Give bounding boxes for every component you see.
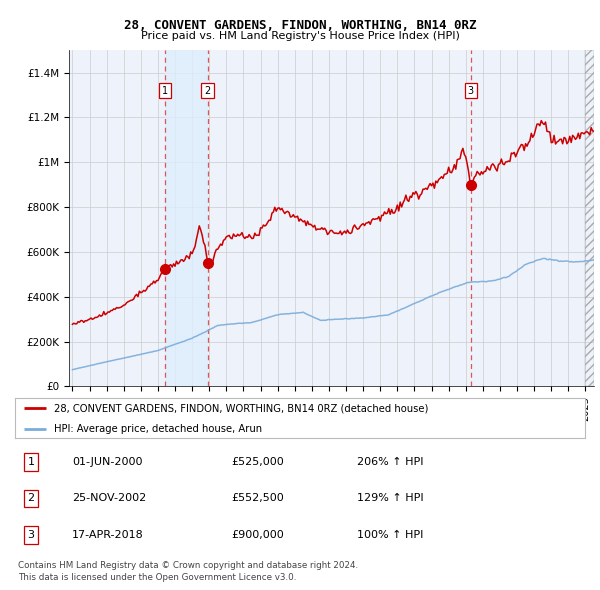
Text: 28, CONVENT GARDENS, FINDON, WORTHING, BN14 0RZ: 28, CONVENT GARDENS, FINDON, WORTHING, B…: [124, 19, 476, 32]
Text: £900,000: £900,000: [232, 530, 284, 540]
Text: HPI: Average price, detached house, Arun: HPI: Average price, detached house, Arun: [54, 424, 262, 434]
Text: 100% ↑ HPI: 100% ↑ HPI: [357, 530, 424, 540]
Text: Price paid vs. HM Land Registry's House Price Index (HPI): Price paid vs. HM Land Registry's House …: [140, 31, 460, 41]
Text: 206% ↑ HPI: 206% ↑ HPI: [357, 457, 424, 467]
Text: 1: 1: [162, 86, 168, 96]
Text: Contains HM Land Registry data © Crown copyright and database right 2024.: Contains HM Land Registry data © Crown c…: [18, 560, 358, 569]
Bar: [586, 50, 594, 386]
Text: 2: 2: [205, 86, 211, 96]
Text: 129% ↑ HPI: 129% ↑ HPI: [357, 493, 424, 503]
Text: 1: 1: [28, 457, 34, 467]
Text: 3: 3: [28, 530, 34, 540]
Text: 28, CONVENT GARDENS, FINDON, WORTHING, BN14 0RZ (detached house): 28, CONVENT GARDENS, FINDON, WORTHING, B…: [54, 404, 428, 414]
Text: 25-NOV-2002: 25-NOV-2002: [72, 493, 146, 503]
Text: 2: 2: [28, 493, 35, 503]
Text: £552,500: £552,500: [232, 493, 284, 503]
Bar: [165, 50, 208, 386]
Text: 3: 3: [467, 86, 474, 96]
Text: 01-JUN-2000: 01-JUN-2000: [72, 457, 143, 467]
Text: £525,000: £525,000: [232, 457, 284, 467]
Text: This data is licensed under the Open Government Licence v3.0.: This data is licensed under the Open Gov…: [18, 573, 296, 582]
Text: 17-APR-2018: 17-APR-2018: [72, 530, 144, 540]
